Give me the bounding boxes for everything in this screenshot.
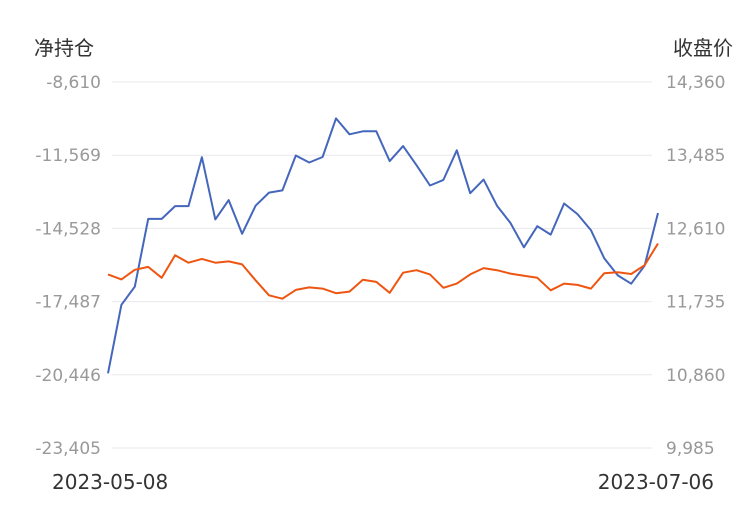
right-tick-label: 9,985 <box>666 439 715 459</box>
left-tick-label: -20,446 <box>35 366 101 386</box>
left-tick-label: -11,569 <box>35 146 101 166</box>
gridlines <box>112 81 652 449</box>
left-tick-label: -14,528 <box>35 219 101 239</box>
close-price-line <box>107 242 659 300</box>
right-axis: 14,360 13,485 12,610 11,735 10,860 9,985 <box>666 73 725 459</box>
left-axis-title: 净持仓 <box>34 36 94 60</box>
right-tick-label: 10,860 <box>666 366 725 386</box>
right-tick-label: 13,485 <box>666 146 725 166</box>
net-position-line <box>107 117 659 374</box>
right-tick-label: 11,735 <box>666 293 725 313</box>
x-end-label: 2023-07-06 <box>598 470 714 494</box>
right-tick-label: 14,360 <box>666 73 725 93</box>
series-lines <box>107 117 659 374</box>
right-axis-title: 收盘价 <box>673 36 733 60</box>
right-tick-label: 12,610 <box>666 219 725 239</box>
left-tick-label: -23,405 <box>35 439 101 459</box>
left-tick-label: -17,487 <box>35 293 101 313</box>
x-start-label: 2023-05-08 <box>52 470 168 494</box>
left-axis: -8,610 -11,569 -14,528 -17,487 -20,446 -23,40… <box>35 73 101 459</box>
left-tick-label: -8,610 <box>46 73 101 93</box>
